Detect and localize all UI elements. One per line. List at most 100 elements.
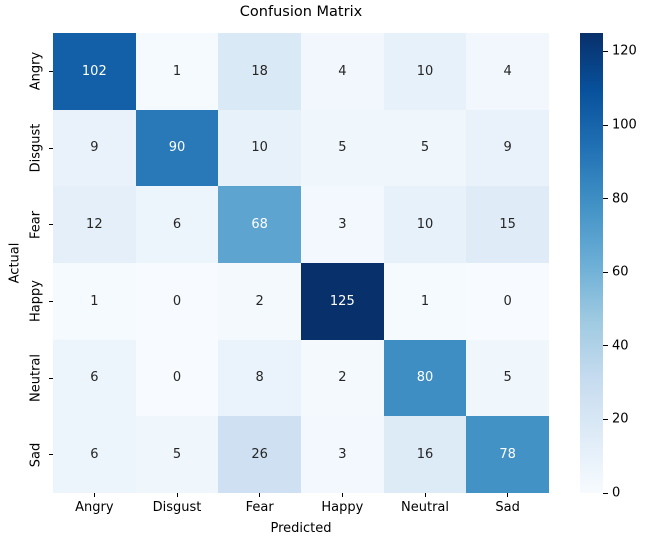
- heatmap-cell: 5: [383, 109, 467, 187]
- colorbar-tick-mark: [603, 50, 608, 52]
- y-tick-label: Fear: [28, 210, 44, 239]
- heatmap-cell: 16: [383, 416, 467, 493]
- heatmap-cell: 4: [466, 33, 549, 110]
- y-tick-label: Happy: [28, 280, 44, 323]
- cell-value: 90: [168, 140, 186, 156]
- cell-value: 6: [172, 217, 182, 233]
- heatmap-cell: 18: [218, 33, 301, 110]
- heatmap-cell: 90: [135, 109, 219, 187]
- heatmap-cell: 5: [301, 109, 384, 187]
- x-tick-label: Neutral: [401, 500, 449, 515]
- x-tick-label: Sad: [495, 500, 520, 515]
- heatmap-cell: 5: [135, 416, 219, 493]
- heatmap-cell: 3: [301, 186, 384, 263]
- colorbar-tick-mark: [603, 124, 608, 126]
- colorbar-tick-label: 80: [612, 191, 629, 207]
- x-tick-mark: [341, 493, 343, 497]
- heatmap-cell: 6: [53, 339, 136, 417]
- y-tick-mark: [49, 377, 53, 379]
- y-tick-mark: [49, 454, 53, 456]
- colorbar-gradient: [580, 33, 603, 493]
- heatmap-cell: 1: [53, 263, 136, 340]
- colorbar-tick-label: 60: [612, 264, 629, 280]
- heatmap-cell: 80: [383, 339, 467, 417]
- heatmap-cell: 0: [135, 263, 219, 340]
- heatmap-cell: 0: [466, 263, 549, 340]
- heatmap-cell: 102: [53, 33, 136, 110]
- heatmap-cell: 8: [218, 339, 301, 417]
- colorbar-tick-label: 20: [612, 411, 629, 427]
- heatmap-cell: 15: [466, 186, 549, 263]
- cell-value: 102: [81, 63, 107, 79]
- colorbar-tick-mark: [603, 345, 608, 347]
- y-tick-label: Sad: [28, 442, 44, 467]
- x-tick-label: Fear: [245, 500, 274, 515]
- colorbar-tick-label: 100: [612, 117, 637, 133]
- y-axis-label: Actual: [7, 242, 23, 284]
- cell-value: 10: [416, 217, 434, 233]
- cell-value: 125: [329, 293, 355, 309]
- x-axis-label: Predicted: [270, 521, 332, 536]
- heatmap-cell: 1: [383, 263, 467, 340]
- heatmap-cell: 6: [53, 416, 136, 493]
- heatmap-cell: 10: [383, 186, 467, 263]
- heatmap-cell: 2: [218, 263, 301, 340]
- y-tick-label: Angry: [28, 52, 44, 91]
- cell-value: 15: [499, 217, 516, 233]
- colorbar-tick-mark: [603, 198, 608, 200]
- colorbar-tick-label: 0: [612, 485, 621, 501]
- heatmap-cell: 2: [301, 339, 384, 417]
- cell-value: 78: [499, 447, 516, 463]
- heatmap-cell: 9: [466, 109, 549, 187]
- x-tick-mark: [93, 493, 95, 497]
- cell-value: 5: [503, 370, 512, 386]
- x-tick-label: Happy: [321, 500, 364, 515]
- cell-value: 1: [90, 293, 99, 309]
- cell-value: 9: [90, 140, 99, 156]
- y-tick-label: Disgust: [28, 123, 44, 173]
- cell-value: 1: [420, 293, 430, 309]
- cell-value: 10: [416, 63, 434, 79]
- heatmap-cell: 78: [466, 416, 549, 493]
- cell-value: 0: [172, 370, 182, 386]
- cell-value: 6: [90, 370, 99, 386]
- cell-value: 12: [86, 217, 103, 233]
- cell-value: 4: [503, 63, 512, 79]
- cell-value: 4: [338, 63, 347, 79]
- cell-value: 5: [172, 447, 182, 463]
- cell-value: 5: [338, 140, 347, 156]
- x-tick-mark: [507, 493, 509, 497]
- y-tick-mark: [49, 70, 53, 72]
- cell-value: 3: [338, 447, 347, 463]
- heatmap-cell: 125: [301, 263, 384, 340]
- cell-value: 8: [255, 370, 264, 386]
- cell-value: 2: [338, 370, 347, 386]
- cell-value: 0: [172, 293, 182, 309]
- x-tick-mark: [176, 493, 178, 497]
- cell-value: 10: [251, 140, 268, 156]
- heatmap-cell: 0: [135, 339, 219, 417]
- heatmap-cell: 26: [218, 416, 301, 493]
- cell-value: 2: [255, 293, 264, 309]
- heatmap-cell: 12: [53, 186, 136, 263]
- colorbar-tick-label: 120: [612, 43, 637, 59]
- cell-value: 3: [338, 217, 347, 233]
- heatmap-cell: 6: [135, 186, 219, 263]
- colorbar-tick-label: 40: [612, 338, 629, 354]
- y-tick-mark: [49, 300, 53, 302]
- colorbar-tick-mark: [603, 271, 608, 273]
- cell-value: 0: [503, 293, 512, 309]
- x-tick-label: Angry: [75, 500, 114, 515]
- cell-value: 80: [416, 370, 434, 386]
- cell-value: 9: [503, 140, 512, 156]
- cell-value: 5: [420, 140, 430, 156]
- heatmap-cell: 10: [383, 33, 467, 110]
- cell-value: 16: [416, 447, 434, 463]
- y-tick-mark: [49, 224, 53, 226]
- heatmap-cell: 4: [301, 33, 384, 110]
- heatmap-cell: 5: [466, 339, 549, 417]
- heatmap-cell: 9: [53, 109, 136, 187]
- x-tick-label: Disgust: [152, 500, 202, 515]
- colorbar-tick-mark: [603, 492, 608, 494]
